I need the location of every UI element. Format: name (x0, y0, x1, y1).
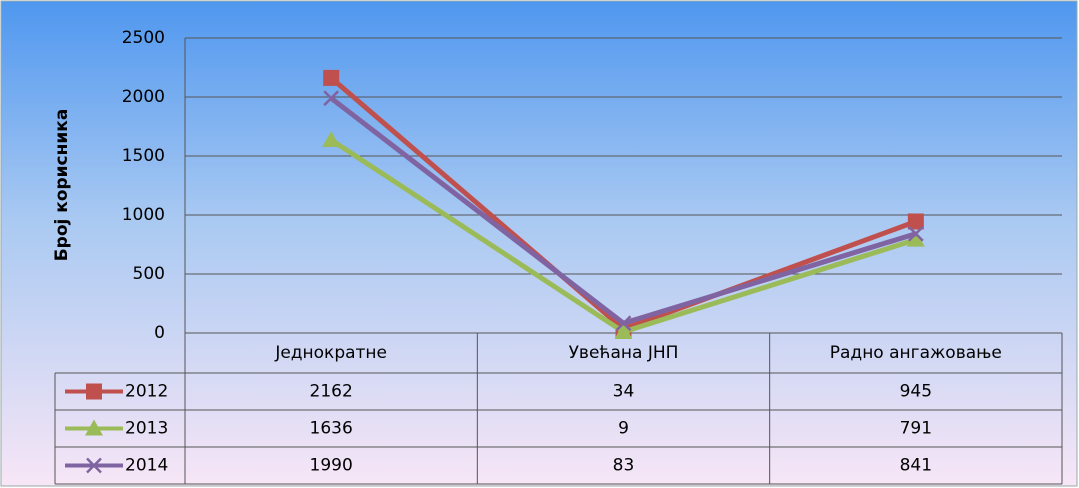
y-tick-label: 0 (154, 323, 165, 343)
table-value: 945 (900, 382, 932, 402)
point-marker (907, 225, 924, 242)
table-value: 83 (613, 456, 635, 476)
point-marker (322, 130, 341, 147)
legend-marker (86, 383, 102, 400)
legend-label: 2013 (125, 419, 168, 439)
y-axis-label: Број корисника (52, 109, 72, 262)
y-tick-label: 2500 (122, 28, 165, 48)
table-value: 1990 (310, 456, 353, 476)
point-marker (323, 90, 340, 107)
table-value: 34 (613, 382, 635, 402)
point-marker (615, 315, 632, 332)
table-value: 2162 (310, 382, 353, 402)
legend-marker (86, 457, 102, 474)
point-marker (614, 322, 633, 339)
y-tick-label: 1500 (122, 146, 165, 166)
legend-label: 2014 (125, 456, 168, 476)
y-tick-label: 1000 (122, 205, 165, 225)
legend-marker (85, 419, 103, 436)
table-value: 9 (618, 419, 629, 439)
x-tick-label: Увећана ЈНП (569, 343, 679, 363)
table-value: 1636 (310, 419, 353, 439)
x-tick-label: Радно ангажовање (830, 343, 1002, 363)
point-marker (323, 69, 340, 86)
table-value: 791 (900, 419, 932, 439)
x-tick-label: Једнократне (274, 343, 387, 363)
point-marker (906, 230, 925, 247)
point-marker (907, 213, 924, 230)
y-tick-label: 2000 (122, 87, 165, 107)
y-tick-label: 500 (133, 264, 165, 284)
table-value: 841 (900, 456, 932, 476)
legend-label: 2012 (125, 382, 168, 402)
